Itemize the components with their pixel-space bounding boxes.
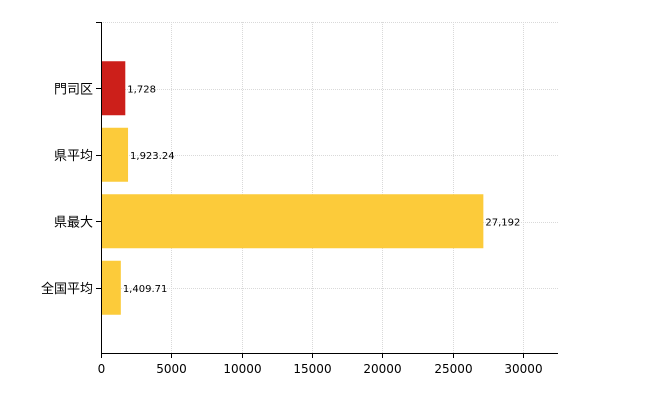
x-tick-label: 25000 (434, 362, 472, 376)
x-tick-label: 5000 (156, 362, 187, 376)
x-tick-label: 20000 (363, 362, 401, 376)
bar (102, 61, 126, 116)
category-label: 門司区 (54, 82, 93, 97)
x-tick-label: 0 (98, 362, 106, 376)
data-label: 1,409.71 (123, 284, 168, 295)
axes-group (96, 22, 558, 354)
category-label: 県平均 (54, 149, 93, 164)
x-tick-label: 30000 (504, 362, 542, 376)
data-label: 27,192 (485, 217, 520, 228)
data-label: 1,728 (127, 84, 156, 95)
bars-group: 1,728 1,923.24 27,192 1,409.71 (102, 61, 520, 315)
data-label: 1,923.24 (130, 151, 175, 162)
bar (102, 127, 129, 182)
x-tick-label: 15000 (293, 362, 331, 376)
category-label: 全国平均 (41, 281, 93, 297)
x-tick-label: 10000 (223, 362, 261, 376)
x-axis-ticks: 0 5000 10000 15000 20000 25000 30000 (98, 353, 543, 376)
bar (102, 260, 121, 315)
bar (102, 194, 484, 249)
category-label: 県最大 (54, 215, 93, 230)
grid-lines (101, 22, 558, 353)
